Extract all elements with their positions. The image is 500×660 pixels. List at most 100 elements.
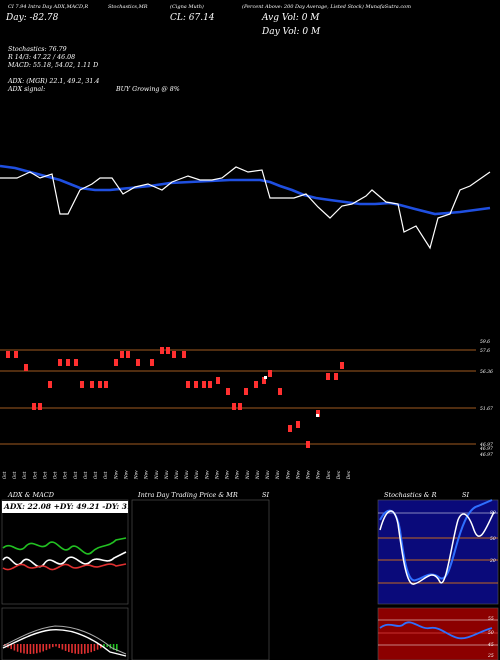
date-label: 21 Oct bbox=[43, 471, 48, 480]
price-box-26 bbox=[216, 377, 220, 384]
adx-readout: ADX: 22.08 +DY: 49.21 -DY: 31.41 bbox=[4, 502, 146, 511]
level-label-2: 51.67 bbox=[480, 406, 493, 412]
date-label: 14 Nov bbox=[205, 470, 210, 480]
macd-bar-4 bbox=[16, 644, 19, 652]
macd-signal-line bbox=[2, 625, 127, 655]
date-label: 02 Nov bbox=[124, 470, 129, 480]
date-label: 20 Oct bbox=[33, 471, 38, 480]
price-box-22 bbox=[186, 381, 190, 388]
adx-panel-title: ADX & MACD bbox=[8, 491, 54, 499]
price-box-10 bbox=[90, 381, 94, 388]
price-box-29 bbox=[238, 403, 242, 410]
macd-bar-26 bbox=[87, 644, 89, 654]
stoch-level-80: 80 bbox=[490, 510, 496, 516]
macd-bar-32 bbox=[106, 644, 108, 647]
macd-bar-9 bbox=[32, 644, 35, 654]
macd-bar-28 bbox=[93, 644, 96, 652]
close-price: CL: 67.14 bbox=[170, 13, 215, 23]
price-box-5 bbox=[48, 381, 52, 388]
date-label: 17 Nov bbox=[236, 470, 241, 480]
price-box-37 bbox=[306, 441, 310, 448]
macd-bar-6 bbox=[23, 644, 25, 654]
macd-bar-3 bbox=[13, 644, 16, 651]
stoch-white-line bbox=[379, 510, 495, 585]
intraday-panel bbox=[131, 499, 270, 660]
adx-lines bbox=[2, 537, 127, 571]
adx-signal-value: BUY Growing @ 8% bbox=[116, 86, 180, 93]
date-label: 28 Oct bbox=[94, 471, 99, 480]
price-box-18 bbox=[160, 347, 164, 354]
macd-bar-25 bbox=[84, 644, 86, 654]
date-label: 28 Nov bbox=[296, 470, 301, 480]
price-box-24 bbox=[202, 381, 206, 388]
macd-bar-21 bbox=[71, 644, 73, 653]
header-studies: Stochastics,MR bbox=[108, 4, 148, 10]
stoch-level-50: 50 bbox=[490, 536, 496, 542]
date-label: 30 Nov bbox=[317, 470, 322, 480]
price-box-31 bbox=[254, 381, 258, 388]
date-label: 22 Nov bbox=[266, 470, 271, 480]
date-label: 17 Oct bbox=[3, 471, 8, 480]
price-box-15 bbox=[126, 351, 130, 358]
price-box-33 bbox=[268, 370, 272, 377]
price-box-28 bbox=[232, 403, 236, 410]
stochastics-panel-title: Stochastics & R bbox=[384, 491, 437, 499]
price-box-4 bbox=[38, 403, 42, 410]
day-change: Day: -82.78 bbox=[6, 13, 59, 23]
date-label: 19 Oct bbox=[23, 471, 28, 480]
rsi-panel bbox=[377, 607, 499, 660]
stoch-level-20: 20 bbox=[489, 558, 496, 564]
price-box-27 bbox=[226, 388, 230, 395]
header-company: (Cigna Muth) bbox=[170, 4, 204, 10]
stoch-blue-line bbox=[379, 499, 493, 582]
macd-bar-35 bbox=[116, 644, 118, 652]
price-box-35 bbox=[288, 425, 292, 432]
macd-bar-20 bbox=[68, 644, 70, 653]
macd-panel bbox=[1, 607, 129, 660]
macd-bar-13 bbox=[45, 644, 48, 651]
macd-bar-31 bbox=[103, 644, 105, 647]
macd-bar-23 bbox=[77, 644, 80, 654]
macd-bar-24 bbox=[80, 644, 83, 654]
date-label: 29 Nov bbox=[307, 470, 312, 480]
price-box-32 bbox=[262, 377, 266, 384]
rsi-level-55: 55 bbox=[488, 616, 494, 622]
macd-bar-30 bbox=[100, 644, 102, 649]
price-box-34 bbox=[278, 388, 282, 395]
adx-signal-label: ADX signal: bbox=[8, 86, 46, 93]
date-label: 21 Nov bbox=[256, 470, 261, 480]
price-box-16 bbox=[136, 359, 140, 366]
header-description: (Percent Above: 200 Day Average, Listed … bbox=[242, 4, 411, 10]
price-boxes bbox=[6, 347, 344, 448]
rsi-level-45: 45 bbox=[487, 642, 494, 648]
adx-readout-bar bbox=[2, 501, 128, 513]
price-box-25 bbox=[208, 381, 212, 388]
price-box-12 bbox=[104, 381, 108, 388]
macd-bar-19 bbox=[64, 644, 67, 651]
adx-white-line bbox=[2, 551, 127, 568]
date-label: 23 Nov bbox=[276, 470, 281, 480]
adx-value: ADX: (MGR) 22.1, 49.2, 31.4 bbox=[8, 78, 100, 85]
macd-bar-29 bbox=[96, 644, 99, 650]
price-line bbox=[0, 166, 491, 250]
date-label: 18 Nov bbox=[246, 470, 251, 480]
price-box-21 bbox=[182, 351, 186, 358]
date-label: 25 Nov bbox=[286, 470, 291, 480]
date-label: 05 Dec bbox=[347, 470, 352, 480]
macd-bar-17 bbox=[58, 644, 60, 649]
price-box-7 bbox=[66, 359, 70, 366]
price-box-6 bbox=[58, 359, 62, 366]
price-box-19 bbox=[166, 347, 170, 354]
macd-bar-8 bbox=[29, 644, 32, 654]
date-label: 07 Nov bbox=[155, 470, 160, 480]
macd-bar-18 bbox=[61, 644, 64, 650]
avg-volume: Avg Vol: 0 M bbox=[262, 13, 320, 23]
level-label-0: 57.6 bbox=[480, 348, 490, 354]
date-label: 16 Nov bbox=[226, 470, 231, 480]
date-label: 24 Oct bbox=[54, 471, 59, 480]
price-box-13 bbox=[114, 359, 118, 366]
date-label: 26 Oct bbox=[74, 471, 79, 480]
